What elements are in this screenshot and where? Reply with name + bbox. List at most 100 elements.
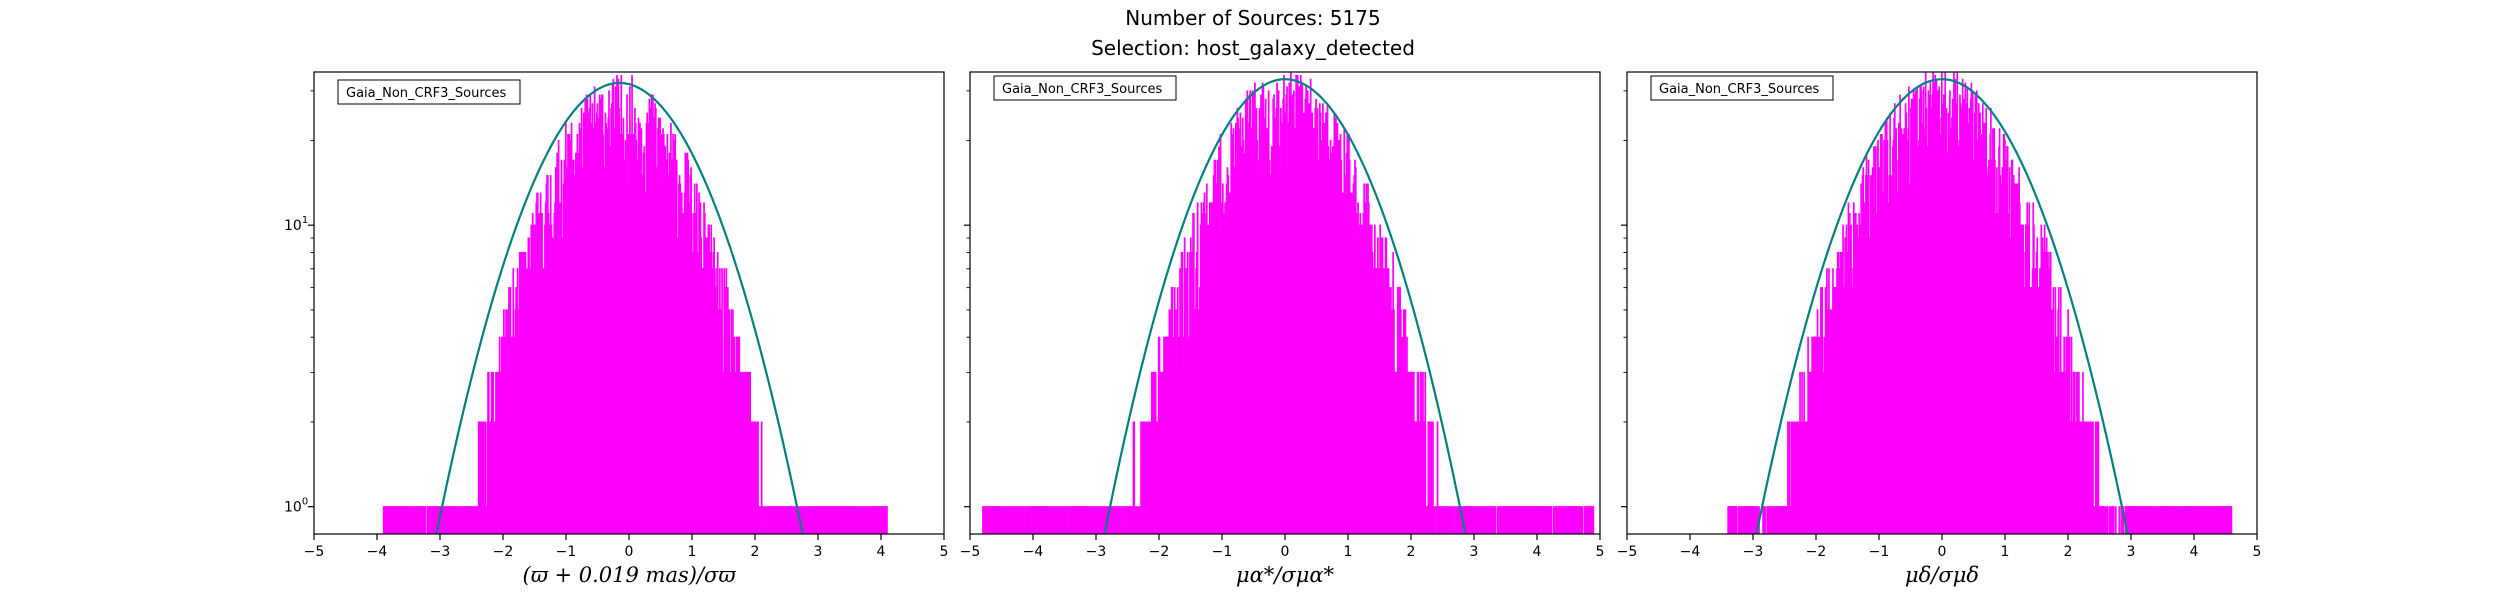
histogram-bin	[2108, 506, 2110, 534]
histogram-bin	[1788, 421, 1791, 534]
legend: Gaia_Non_CRF3_Sources	[337, 79, 521, 105]
gaussian-fit-line	[1755, 78, 2129, 534]
histogram-bin	[880, 506, 883, 534]
x-tick-label: 4	[1533, 544, 1542, 560]
histogram-bin	[2119, 506, 2121, 534]
histogram-bin	[1552, 506, 1555, 534]
histogram-bin	[1736, 506, 1738, 534]
histogram-bin	[1795, 421, 1798, 534]
histogram-bin	[765, 506, 767, 534]
histogram-bin	[2115, 506, 2117, 534]
x-tick-label: 2	[1407, 544, 1416, 560]
histogram-bin	[1758, 506, 1760, 534]
x-tick-label: −3	[430, 544, 451, 560]
histogram-bin	[479, 421, 481, 534]
histogram-bin	[1119, 506, 1122, 534]
histogram-bin	[1010, 506, 1013, 534]
x-tick-label: −2	[1806, 544, 1827, 560]
histogram-bin	[886, 506, 888, 534]
histogram-bin	[1150, 371, 1153, 534]
gaussian-fit-line	[1103, 78, 1467, 534]
histogram-bin	[1424, 371, 1427, 534]
histogram-bin	[1764, 506, 1766, 534]
x-tick-label: −1	[1869, 544, 1890, 560]
y-tick-label-base: 10	[284, 500, 302, 516]
histogram-bin	[1053, 506, 1055, 534]
histogram-bin	[2113, 506, 2115, 534]
histogram-bin	[752, 421, 754, 534]
histogram-bin	[1821, 287, 1824, 534]
histogram-bin	[1793, 421, 1796, 534]
histogram-bin	[2122, 506, 2125, 534]
x-axis-label: (ϖ + 0.019 mas)/σϖ	[523, 563, 737, 587]
x-tick-label: −2	[493, 544, 514, 560]
y-tick-label: 100	[284, 497, 308, 516]
panel-1: −5 −4 −3 −2 −1 0 1 2 3 4 5101100Gaia_Non_CRF3_Sour…	[284, 71, 949, 587]
histogram-bin	[1446, 506, 1449, 534]
x-tick-label: 1	[1344, 544, 1353, 560]
x-tick-label: 3	[1470, 544, 1479, 560]
y-tick-label-exponent: 0	[302, 497, 308, 508]
histogram-bin	[1452, 506, 1455, 534]
x-tick-label: −3	[1086, 544, 1107, 560]
histogram-bin	[1787, 421, 1789, 534]
histogram-bin	[2080, 421, 2083, 534]
histogram-bin	[2104, 506, 2106, 534]
histogram-bin	[985, 506, 987, 534]
legend-label: Gaia_Non_CRF3_Sources	[1002, 82, 1163, 97]
x-tick-label: −1	[556, 544, 577, 560]
histogram-bin	[1550, 506, 1553, 534]
histogram-bin	[1430, 421, 1433, 534]
panel-3: −5 −4 −3 −2 −1 0 1 2 3 4 5 Gaia_Non_CRF3_Sources μδ/…	[1617, 71, 2261, 587]
histogram-bin	[1454, 506, 1456, 534]
histogram-bin	[458, 506, 461, 534]
histogram-bin	[410, 506, 412, 534]
histogram-bin	[1435, 506, 1437, 534]
x-tick-label: 4	[2190, 544, 2199, 560]
x-tick-label: 5	[1596, 544, 1605, 560]
histogram-bin	[2092, 506, 2095, 534]
histogram-bin	[424, 506, 427, 534]
histogram-bin	[1791, 421, 1794, 534]
histogram-bin	[1135, 506, 1138, 534]
x-tick-label: 0	[1281, 544, 1290, 560]
histogram-bin	[1449, 506, 1452, 534]
histogram-bin	[484, 421, 487, 534]
histogram-bin	[1142, 421, 1145, 534]
figure-title-line2: Selection: host_galaxy_detected	[1091, 36, 1415, 60]
histogram-bin	[482, 421, 484, 534]
histogram-bin	[2230, 506, 2233, 534]
histogram-bin	[1560, 506, 1563, 534]
x-tick-label: 5	[940, 544, 949, 560]
panel-2: −5 −4 −3 −2 −1 0 1 2 3 4 5 Gaia_Non_CRF3_Sources μα*…	[960, 71, 1605, 587]
x-tick-label: 1	[688, 544, 697, 560]
legend-label: Gaia_Non_CRF3_Sources	[1659, 82, 1820, 97]
histogram-bin	[862, 506, 865, 534]
histogram-bin	[2109, 506, 2112, 534]
histogram-bin	[1433, 506, 1436, 534]
histogram-bin	[1444, 506, 1447, 534]
histogram-bin	[865, 506, 868, 534]
histogram-bin	[755, 421, 758, 534]
x-tick-label: 0	[1938, 544, 1947, 560]
histogram-bin	[2106, 506, 2108, 534]
histogram-bin	[1782, 506, 1785, 534]
x-tick-label: −5	[960, 544, 981, 560]
histogram-bin	[757, 421, 759, 534]
x-tick-label: 2	[2064, 544, 2073, 560]
histogram-bin	[1768, 506, 1771, 534]
histogram-bin	[2156, 506, 2159, 534]
histogram-bin	[1014, 506, 1016, 534]
histogram-bin	[798, 506, 800, 534]
histogram-bin	[2219, 506, 2222, 534]
plot-area	[1727, 72, 2233, 534]
histogram-bin	[439, 506, 442, 534]
histogram-bin	[456, 506, 458, 534]
histogram-bin	[2089, 421, 2092, 534]
histogram-bin	[1024, 506, 1027, 534]
histogram-bin	[2163, 506, 2166, 534]
histogram-bin	[1140, 421, 1142, 534]
histogram-bin	[2078, 421, 2081, 534]
histogram-bin	[2182, 506, 2185, 534]
histogram-bin	[2097, 421, 2100, 534]
